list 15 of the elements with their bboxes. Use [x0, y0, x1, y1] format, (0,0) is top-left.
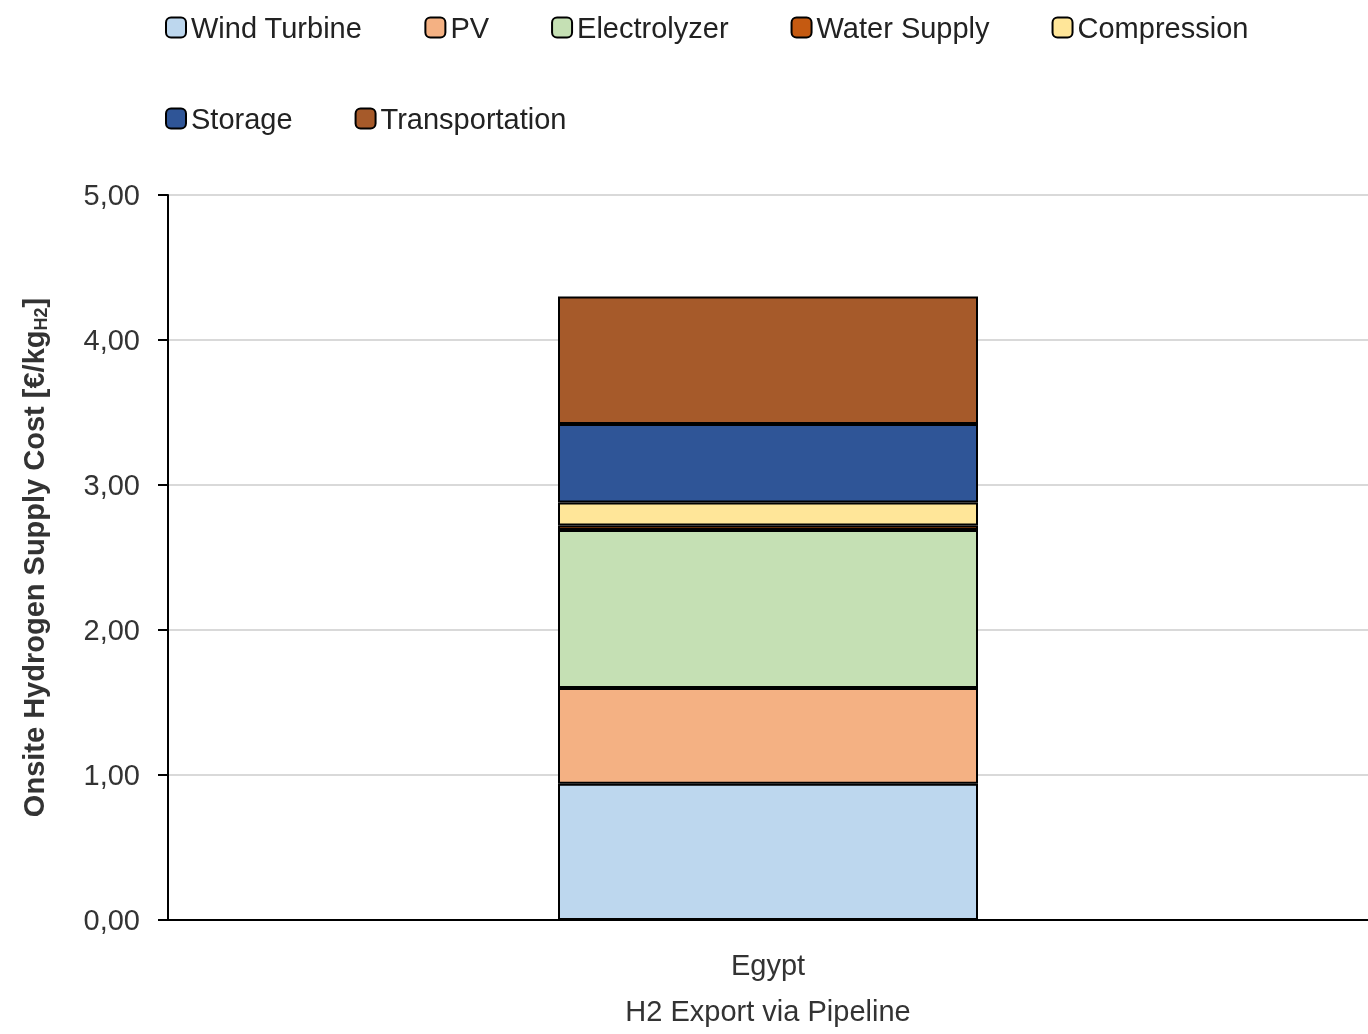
- x-tick-label: Egypt H2 Export via Pipeline: [625, 949, 911, 1027]
- legend-label: Transportation: [380, 102, 567, 135]
- legend-label: Storage: [191, 102, 293, 135]
- y-axis-title: Onsite Hydrogen Supply Cost [€/kgH2]: [18, 297, 51, 818]
- y-tick-label: 4,00: [83, 324, 140, 356]
- y-tick-label: 2,00: [83, 614, 140, 646]
- legend-label: Electrolyzer: [577, 11, 729, 44]
- y-tick-label: 3,00: [83, 469, 140, 501]
- legend-label: Wind Turbine: [191, 11, 362, 44]
- y-tick-label: 5,00: [83, 179, 140, 211]
- y-tick-label: 1,00: [83, 759, 140, 791]
- legend-label: Water Supply: [816, 11, 991, 44]
- legend-label: Compression: [1077, 11, 1249, 44]
- legend-label: PV: [450, 11, 490, 44]
- y-tick-label: 0,00: [83, 904, 140, 936]
